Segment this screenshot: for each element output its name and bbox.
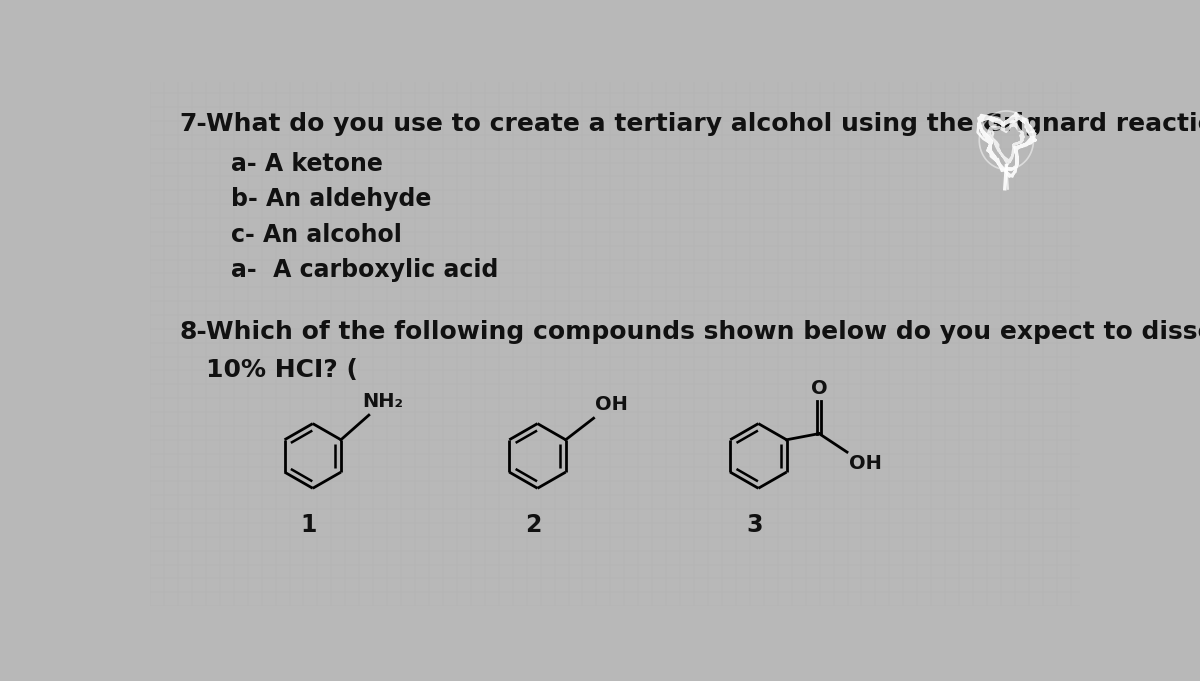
Text: 7-: 7-: [180, 112, 208, 136]
Text: 10% HCI? (: 10% HCI? (: [206, 358, 358, 382]
Text: 1: 1: [301, 513, 317, 537]
Text: 3: 3: [746, 513, 763, 537]
Text: OH: OH: [595, 394, 628, 413]
Text: b- An aldehyde: b- An aldehyde: [232, 187, 432, 211]
Text: 2: 2: [526, 513, 542, 537]
Text: Which of the following compounds shown below do you expect to dissolve in: Which of the following compounds shown b…: [206, 319, 1200, 344]
Text: NH₂: NH₂: [362, 392, 403, 411]
Text: c- An alcohol: c- An alcohol: [232, 223, 402, 247]
Text: a-  A carboxylic acid: a- A carboxylic acid: [232, 258, 499, 282]
Text: O: O: [811, 379, 828, 398]
Text: a- A ketone: a- A ketone: [232, 152, 383, 176]
Text: OH: OH: [850, 454, 882, 473]
Text: 8-: 8-: [180, 319, 208, 344]
Text: What do you use to create a tertiary alcohol using the Grignard reaction?: What do you use to create a tertiary alc…: [206, 112, 1200, 136]
